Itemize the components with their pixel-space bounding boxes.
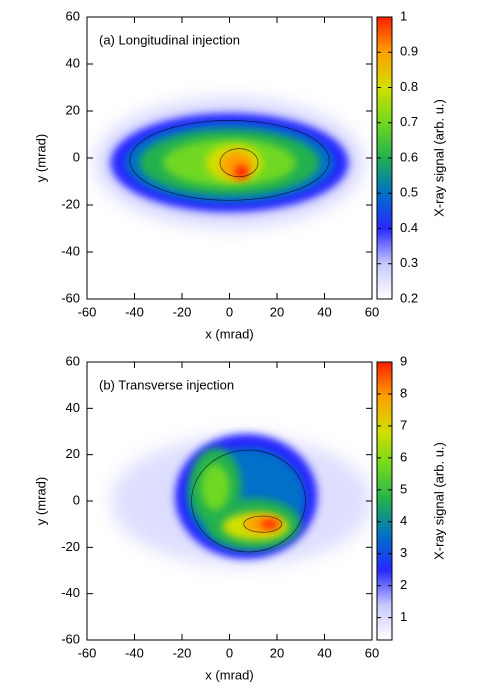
y-tick-label: 40 — [66, 400, 80, 415]
colorbar-tick-label: 0.2 — [400, 290, 418, 305]
x-axis-label: x (mrad) — [205, 326, 253, 341]
y-tick-label: -60 — [61, 631, 80, 646]
colorbar-tick-label: 0.6 — [400, 149, 418, 164]
colorbar-label: X-ray signal (arb. u.) — [431, 99, 446, 217]
x-tick-label: 20 — [270, 645, 284, 660]
y-tick-label: 20 — [66, 102, 80, 117]
colorbar-label: X-ray signal (arb. u.) — [431, 442, 446, 560]
x-tick-label: -20 — [173, 645, 192, 660]
x-tick-label: 40 — [317, 645, 331, 660]
x-tick-label: -20 — [173, 304, 192, 319]
y-tick-label: -40 — [61, 243, 80, 258]
y-tick-label: 60 — [66, 353, 80, 368]
colorbar-tick-label: 9 — [400, 353, 407, 368]
colorbar-tick-label: 0.5 — [400, 185, 418, 200]
y-tick-label: 20 — [66, 446, 80, 461]
x-tick-label: -40 — [125, 645, 144, 660]
contour — [191, 449, 306, 553]
heat-region — [201, 463, 230, 511]
x-tick-label: -40 — [125, 304, 144, 319]
colorbar-tick-label: 1 — [400, 609, 407, 624]
colorbar-tick-label: 0.7 — [400, 114, 418, 129]
colorbar-tick-label: 2 — [400, 577, 407, 592]
colorbar-tick-label: 4 — [400, 513, 407, 528]
x-axis-label: x (mrad) — [205, 667, 253, 682]
contour — [219, 148, 259, 178]
x-tick-label: 0 — [226, 645, 233, 660]
x-tick-label: 20 — [270, 304, 284, 319]
heatmap — [110, 433, 372, 566]
x-tick-label: 40 — [317, 304, 331, 319]
x-tick-label: 60 — [365, 645, 379, 660]
x-tick-label: -60 — [78, 645, 97, 660]
annotation: (b) Transverse injection — [99, 377, 234, 392]
colorbar-tick-label: 3 — [400, 545, 407, 560]
heatmap — [96, 99, 363, 227]
colorbar-tick-label: 0.9 — [400, 44, 418, 59]
colorbar-tick-label: 7 — [400, 417, 407, 432]
annotation: (a) Longitudinal injection — [99, 32, 240, 47]
colorbar — [376, 361, 393, 641]
heat-region — [260, 519, 280, 529]
y-tick-label: -60 — [61, 290, 80, 305]
colorbar-tick-label: 6 — [400, 449, 407, 464]
y-tick-label: -20 — [61, 539, 80, 554]
colorbar-tick-label: 5 — [400, 481, 407, 496]
y-tick-label: 0 — [73, 492, 80, 507]
colorbar-tick-label: 1 — [400, 8, 407, 23]
x-tick-label: 60 — [365, 304, 379, 319]
contour — [243, 515, 283, 533]
heat-region — [234, 165, 249, 180]
contour — [129, 120, 330, 201]
y-axis-label: y (mrad) — [33, 134, 48, 182]
y-axis-label: y (mrad) — [33, 477, 48, 525]
colorbar-tick-label: 0.4 — [400, 220, 418, 235]
colorbar-tick-label: 0.8 — [400, 79, 418, 94]
y-tick-label: 60 — [66, 8, 80, 23]
y-tick-label: -20 — [61, 196, 80, 211]
colorbar-tick-label: 8 — [400, 385, 407, 400]
x-tick-label: 0 — [226, 304, 233, 319]
y-tick-label: 40 — [66, 55, 80, 70]
colorbar-tick-label: 0.3 — [400, 255, 418, 270]
y-tick-label: 0 — [73, 149, 80, 164]
y-tick-label: -40 — [61, 585, 80, 600]
x-tick-label: -60 — [78, 304, 97, 319]
